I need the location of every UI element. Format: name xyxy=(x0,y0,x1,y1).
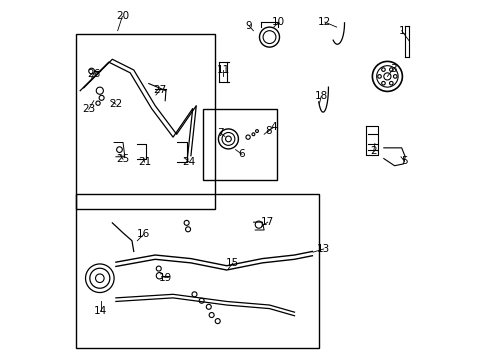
Text: 10: 10 xyxy=(272,17,285,27)
Text: 9: 9 xyxy=(245,21,252,31)
Text: 26: 26 xyxy=(87,68,100,78)
Text: 21: 21 xyxy=(138,157,151,167)
Text: 11: 11 xyxy=(216,65,229,75)
Text: 27: 27 xyxy=(153,85,166,95)
Text: 6: 6 xyxy=(238,149,245,159)
Text: 18: 18 xyxy=(314,91,327,101)
Text: 20: 20 xyxy=(116,12,129,21)
Text: 25: 25 xyxy=(116,154,129,164)
Text: 16: 16 xyxy=(137,229,150,239)
Text: 3: 3 xyxy=(389,64,396,74)
Bar xyxy=(76,194,318,348)
Bar xyxy=(76,33,215,208)
Text: 22: 22 xyxy=(109,99,122,109)
Text: 5: 5 xyxy=(400,157,407,166)
Text: 7: 7 xyxy=(217,128,223,138)
Text: 23: 23 xyxy=(82,104,95,114)
Text: 4: 4 xyxy=(270,122,277,132)
Text: 8: 8 xyxy=(264,126,271,136)
Text: 12: 12 xyxy=(318,17,331,27)
Text: 17: 17 xyxy=(261,217,274,227)
Text: 14: 14 xyxy=(94,306,107,316)
Bar xyxy=(203,109,276,180)
Text: 15: 15 xyxy=(225,258,239,268)
Text: 1: 1 xyxy=(398,26,404,36)
Text: 19: 19 xyxy=(159,273,172,283)
Text: 13: 13 xyxy=(317,244,330,254)
Text: 24: 24 xyxy=(182,157,195,167)
Text: 2: 2 xyxy=(370,146,376,156)
